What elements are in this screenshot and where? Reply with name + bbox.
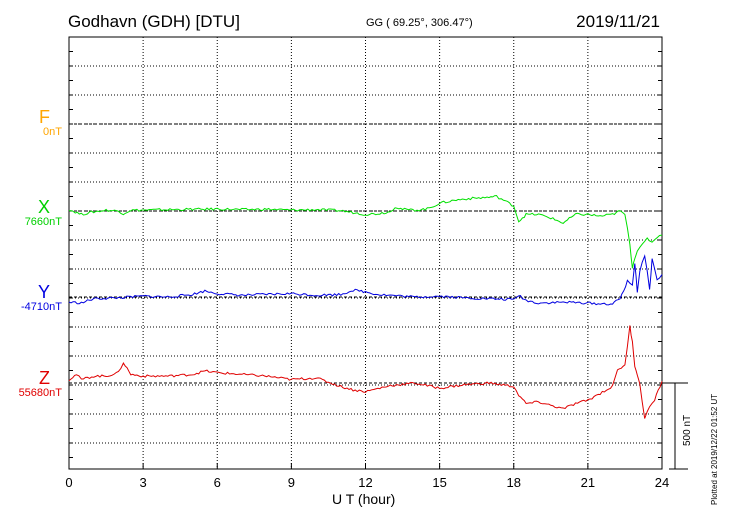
channel-z-baseline: 55680nT xyxy=(18,387,62,399)
channel-z-name: Z xyxy=(39,368,50,388)
x-tick-label: 0 xyxy=(65,475,72,490)
plot-area: 0 3 6 9 12 15 18 21 24 xyxy=(65,36,688,490)
channel-f-label: F 0nT xyxy=(2,108,62,139)
series-line-y xyxy=(68,254,663,306)
series-line-x xyxy=(68,194,663,269)
station-title: Godhavn (GDH) [DTU] xyxy=(68,12,240,31)
channel-y-label: Y -4710nT xyxy=(2,283,62,314)
scale-bar xyxy=(662,382,688,470)
channel-z-label: Z 55680nT xyxy=(2,369,62,400)
x-axis-ticks: 0 3 6 9 12 15 18 21 24 xyxy=(65,51,669,490)
baselines xyxy=(69,123,662,384)
x-tick-label: 6 xyxy=(214,475,221,490)
grid xyxy=(69,37,662,469)
channel-f-name: F xyxy=(39,107,50,127)
channel-y-name: Y xyxy=(37,282,50,302)
channel-x-baseline: 7660nT xyxy=(24,216,62,228)
geo-coordinates: GG ( 69.25°, 306.47°) xyxy=(366,17,473,29)
series-lines xyxy=(68,194,663,419)
x-tick-label: 3 xyxy=(140,475,147,490)
plotted-timestamp: Plotted at 2019/12/22 01:52 UT xyxy=(710,393,719,505)
channel-x-name: X xyxy=(37,197,50,217)
x-tick-label: 21 xyxy=(581,475,595,490)
x-axis-label: U T (hour) xyxy=(332,491,396,507)
scale-bar-label: 500 nT xyxy=(682,414,693,446)
x-tick-label: 24 xyxy=(655,475,669,490)
x-tick-label: 15 xyxy=(432,475,446,490)
channel-x-label: X 7660nT xyxy=(2,198,62,229)
plot-date: 2019/11/21 xyxy=(576,12,660,31)
x-tick-label: 9 xyxy=(288,475,295,490)
series-line-z xyxy=(68,325,663,419)
x-tick-label: 18 xyxy=(507,475,521,490)
channel-y-baseline: -4710nT xyxy=(21,301,62,313)
channel-f-baseline: 0nT xyxy=(43,126,62,138)
x-tick-label: 12 xyxy=(358,475,372,490)
